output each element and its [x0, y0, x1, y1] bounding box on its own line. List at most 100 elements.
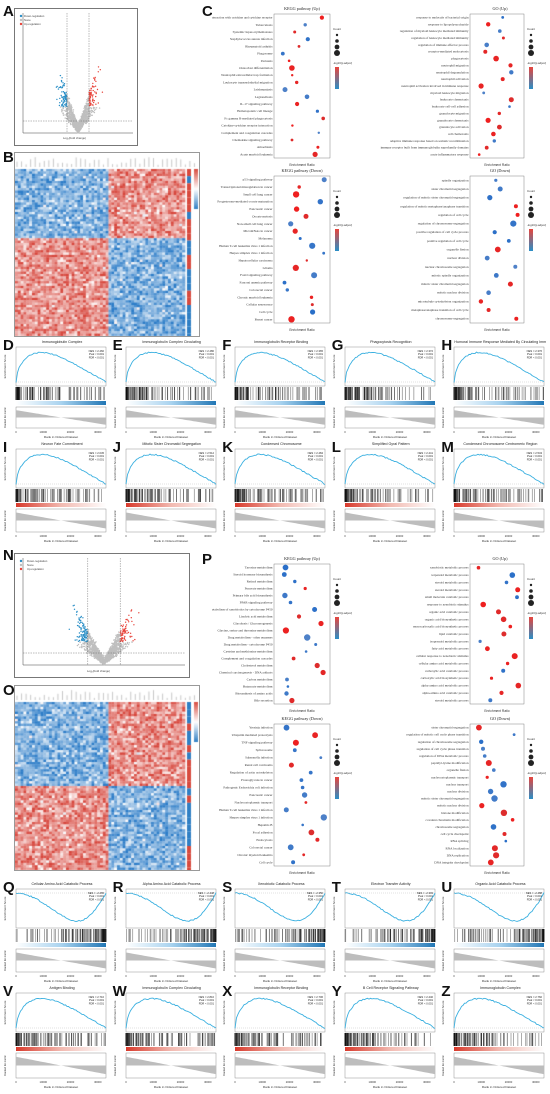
volcano-a-point	[62, 98, 64, 100]
volcano-n-point	[110, 646, 112, 648]
panel-label: L	[331, 439, 341, 456]
p-dotplot-go-down-dot	[490, 824, 497, 830]
p-dotplot-kegg-down-count-legend-dot	[334, 760, 340, 766]
volcano-a-point	[92, 82, 94, 85]
p-dotplot-kegg-up-dot	[286, 685, 290, 688]
dotplot-go-up-term-label: leukocyte cell-cell adhesion	[432, 105, 469, 109]
volcano-n-point	[82, 622, 84, 625]
volcano-n-point	[108, 648, 111, 650]
gsea-xtick: 10000	[40, 534, 48, 538]
volcano-plot-n: Down-regulation None Up-regulation Log₂(…	[14, 553, 190, 678]
volcano-a-point	[85, 107, 87, 110]
volcano-a-point	[67, 99, 69, 101]
dotplot-go-down-dot	[494, 178, 498, 182]
panel-label: J	[112, 439, 121, 456]
volcano-n-point	[90, 650, 93, 652]
gsea-ranked-metric	[454, 512, 545, 529]
volcano-a-point	[56, 98, 58, 101]
p-dotplot-kegg-up-dot	[312, 607, 318, 612]
volcano-a-point	[91, 111, 93, 114]
volcano-n-point	[125, 624, 128, 626]
gsea-xtick: 10000	[478, 534, 486, 538]
gsea-xtick: 20000	[396, 430, 404, 434]
dotplot-kegg-up-dot	[317, 131, 320, 134]
panel-label: D	[3, 337, 14, 354]
volcano-n-point	[89, 641, 91, 644]
volcano-n-point	[83, 623, 85, 625]
dotplot-go-down-term-label: metaphase/anaphase transition of cell cy…	[411, 308, 469, 312]
volcano-a-point	[87, 114, 89, 116]
volcano-a-point	[91, 86, 94, 88]
volcano-a-point	[90, 104, 92, 106]
dotplot-go-up-dot	[484, 42, 489, 48]
panel-label-o: O	[3, 682, 15, 699]
dotplot-go-up-term-label: regulation of myeloid leukocyte mediated…	[400, 29, 469, 33]
volcano-a-point	[64, 106, 67, 108]
p-dotplot-kegg-up-dot	[288, 600, 293, 605]
dotplot-kegg-down-term-label: Fanconi anemia pathway	[240, 281, 273, 285]
p-dotplot-kegg-up-dot	[296, 614, 302, 619]
volcano-n-point	[112, 643, 115, 646]
dotplot-kegg-down-count-legend-dot	[334, 206, 340, 212]
dotplot-kegg-up-xlabel: Enrichment Ratio	[289, 163, 314, 167]
volcano-n-point	[117, 648, 120, 650]
p-dotplot-go-down-count-legend-title: Count	[527, 737, 535, 741]
volcano-a-point	[84, 106, 86, 109]
volcano-n-point	[138, 612, 140, 614]
volcano-n-point	[95, 649, 97, 651]
volcano-a-point	[77, 131, 80, 133]
dotplot-go-up-padj-legend-title: -log10(p.adjust)	[527, 61, 546, 65]
dotplot-go-up-dot	[508, 97, 514, 103]
volcano-a-point	[91, 94, 93, 97]
volcano-a-point	[59, 74, 62, 77]
p-dotplot-go-down-dot	[492, 768, 496, 772]
volcano-a-svg	[19, 13, 133, 134]
p-dotplot-go-up-dot	[504, 580, 509, 585]
p-dotplot-kegg-down: KEGG pathway (Down) Yersinia infection Ub…	[212, 716, 352, 876]
volcano-n-point	[124, 635, 126, 638]
dotplot-kegg-up-count-legend-dot	[335, 33, 339, 37]
dotplot-go-up-dot	[483, 49, 488, 54]
volcano-a-point	[74, 119, 77, 121]
gsea-ylabel-bottom: Ranked list metric	[3, 509, 7, 530]
volcano-n-point	[84, 626, 86, 628]
gsea-row-1: D Immunoglobulin Complex Enrichment Score N…	[0, 338, 550, 440]
gsea-ylabel-bottom: Ranked list metric	[3, 949, 7, 970]
p-dotplot-kegg-up-term-label: Linoleic acid metabolism	[239, 615, 273, 619]
p-dotplot-go-down-dot	[479, 803, 485, 809]
volcano-a-point	[89, 95, 92, 98]
volcano-n-point	[128, 621, 130, 623]
volcano-a-point	[87, 117, 89, 120]
dotplot-kegg-up-dot	[319, 15, 324, 20]
volcano-n-point	[90, 638, 93, 640]
p-dotplot-kegg-up-count-legend-dot	[335, 583, 339, 587]
gsea-ranked-metric	[344, 410, 435, 425]
volcano-a-point	[68, 97, 70, 99]
volcano-n-point	[79, 627, 82, 629]
dotplot-kegg-up-term-label: Legionellosis	[255, 95, 273, 99]
dotplot-kegg-down-term-label: Cellular senescence	[246, 303, 273, 307]
volcano-a-point	[67, 113, 70, 115]
volcano-a-point	[88, 101, 91, 104]
volcano-n-point	[85, 644, 88, 646]
gsea-stat: NES = 2.543	[527, 451, 543, 455]
volcano-a-point	[89, 92, 91, 95]
p-dotplot-kegg-up-dot	[291, 656, 296, 661]
gsea-curve-frame	[344, 448, 435, 489]
volcano-n-point	[122, 645, 125, 647]
volcano-n-point	[108, 660, 110, 662]
p-dotplot-go-down-dot	[500, 809, 508, 816]
dotplot-go-up-term-label: regulation of leukocyte mediated immunit…	[411, 36, 468, 40]
gsea-xtick: 10000	[259, 534, 267, 538]
gsea-xtick: 30000	[94, 974, 102, 978]
gsea-xtick: 10000	[149, 430, 157, 434]
dotplot-kegg-up-dot	[291, 124, 294, 127]
volcano-a-point	[90, 91, 93, 94]
volcano-n-point	[99, 652, 101, 654]
volcano-a-point	[62, 109, 64, 111]
gsea-enrichment-curve	[125, 351, 216, 383]
volcano-n-point	[121, 649, 123, 651]
volcano-a-point	[68, 102, 71, 104]
p-dotplot-kegg-down-dot	[292, 748, 297, 753]
